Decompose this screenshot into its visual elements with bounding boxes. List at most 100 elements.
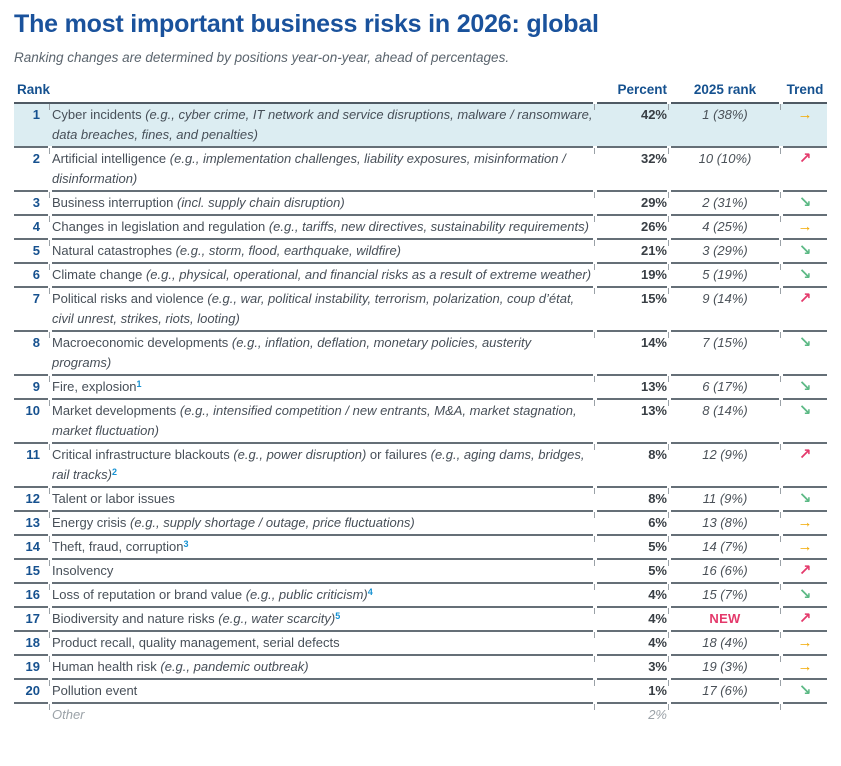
risk-name-text: Market developments	[52, 403, 180, 418]
table-row: 14 Theft, fraud, corruption3 5% 14 (7%) →	[14, 534, 827, 558]
prev-rank-cell: 6 (17%)	[668, 374, 779, 398]
table-row: 8 Macroeconomic developments (e.g., infla…	[14, 330, 827, 374]
up-right-arrow-icon: ↗	[798, 290, 812, 307]
report-figure: The most important business risks in 202…	[14, 10, 827, 726]
footnote-marker: 2	[111, 467, 117, 477]
footnote-marker: 4	[367, 587, 373, 597]
risk-detail-text: (e.g., implementation challenges, liabil…	[52, 151, 566, 186]
trend-cell: ↘	[780, 238, 827, 262]
down-right-arrow-icon: ↘	[798, 242, 812, 259]
prev-rank-cell: 8 (14%)	[668, 398, 779, 422]
risk-cell: Climate change (e.g., physical, operatio…	[49, 262, 593, 286]
rank-cell: 17	[14, 606, 48, 630]
risk-cell: Pollution event	[49, 678, 593, 702]
prev-rank-cell: 9 (14%)	[668, 286, 779, 310]
right-arrow-icon: →	[797, 218, 813, 235]
prev-rank-cell: 19 (3%)	[668, 654, 779, 678]
prev-rank-cell: 18 (4%)	[668, 630, 779, 654]
risk-name-text: Changes in legislation and regulation	[52, 219, 269, 234]
table-row: 19 Human health risk (e.g., pandemic outb…	[14, 654, 827, 678]
percent-cell: 15%	[594, 286, 667, 310]
rank-cell: 2	[14, 146, 48, 170]
risk-cell: Cyber incidents (e.g., cyber crime, IT n…	[49, 104, 593, 146]
right-arrow-icon: →	[797, 514, 813, 531]
risk-name-text: Theft, fraud, corruption	[52, 539, 184, 554]
table-header-row: Rank Percent 2025 rank Trend	[14, 80, 827, 104]
prev-rank-cell: 15 (7%)	[668, 582, 779, 606]
rank-cell: 18	[14, 630, 48, 654]
percent-cell: 5%	[594, 534, 667, 558]
percent-cell: 3%	[594, 654, 667, 678]
prev-rank-cell: 1 (38%)	[668, 104, 779, 126]
risk-name-text: Loss of reputation or brand value	[52, 587, 246, 602]
percent-cell: 42%	[594, 104, 667, 126]
risk-name-text: Pollution event	[52, 683, 138, 698]
trend-cell: →	[780, 104, 827, 126]
new-badge: NEW	[668, 606, 779, 630]
rank-cell: 10	[14, 398, 48, 422]
risk-name-text: Climate change	[52, 267, 146, 282]
rank-cell: 11	[14, 442, 48, 466]
percent-cell: 5%	[594, 558, 667, 582]
prev-rank-cell: 17 (6%)	[668, 678, 779, 702]
footnote-marker: 3	[183, 539, 189, 549]
table-row: 9 Fire, explosion1 13% 6 (17%) ↘	[14, 374, 827, 398]
risk-name-text: Other	[52, 707, 85, 722]
column-header-trend: Trend	[783, 80, 827, 104]
down-right-arrow-icon: ↘	[798, 334, 812, 351]
rank-cell: 20	[14, 678, 48, 702]
table-row: 11 Critical infrastructure blackouts (e.g…	[14, 442, 827, 486]
down-right-arrow-icon: ↘	[798, 490, 812, 507]
up-right-arrow-icon: ↗	[798, 610, 812, 627]
percent-cell: 1%	[594, 678, 667, 702]
risk-name-text: Fire, explosion	[52, 379, 137, 394]
percent-cell: 29%	[594, 190, 667, 214]
down-right-arrow-icon: ↘	[798, 682, 812, 699]
percent-cell: 4%	[594, 606, 667, 630]
risk-name-text: Artificial intelligence	[52, 151, 170, 166]
trend-cell: →	[780, 534, 827, 558]
table-row: 1 Cyber incidents (e.g., cyber crime, IT …	[14, 104, 827, 146]
rank-cell: 3	[14, 190, 48, 214]
risk-detail-text: (e.g., tariffs, new directives, sustaina…	[268, 219, 589, 234]
percent-cell: 2%	[594, 702, 667, 726]
rank-cell: 9	[14, 374, 48, 398]
prev-rank-cell: 14 (7%)	[668, 534, 779, 558]
percent-cell: 8%	[594, 486, 667, 510]
risk-table: Rank Percent 2025 rank Trend 1 Cyber inci…	[14, 80, 827, 726]
prev-rank-cell: 16 (6%)	[668, 558, 779, 582]
risk-detail-text: (e.g., public criticism)	[245, 587, 368, 602]
trend-cell: ↗	[780, 442, 827, 466]
risk-detail-text: (e.g., physical, operational, and financ…	[145, 267, 592, 282]
rank-cell: 19	[14, 654, 48, 678]
risk-detail-text: (e.g., water scarcity)	[218, 611, 336, 626]
trend-cell: →	[780, 214, 827, 238]
prev-rank-cell: 13 (8%)	[668, 510, 779, 534]
risk-cell: Critical infrastructure blackouts (e.g.,…	[49, 442, 593, 486]
prev-rank-cell: 10 (10%)	[668, 146, 779, 170]
column-header-percent: Percent	[597, 80, 667, 104]
percent-cell: 21%	[594, 238, 667, 262]
trend-cell	[780, 702, 827, 710]
down-right-arrow-icon: ↘	[798, 586, 812, 603]
percent-cell: 4%	[594, 582, 667, 606]
rank-cell: 6	[14, 262, 48, 286]
risk-name-text: Macroeconomic developments	[52, 335, 232, 350]
prev-rank-cell: 12 (9%)	[668, 442, 779, 466]
up-right-arrow-icon: ↗	[798, 562, 812, 579]
risk-cell: Biodiversity and nature risks (e.g., wat…	[49, 606, 593, 630]
prev-rank-cell	[668, 702, 779, 710]
trend-cell: ↘	[780, 678, 827, 702]
risk-detail-text: (incl. supply chain disruption)	[177, 195, 345, 210]
right-arrow-icon: →	[797, 658, 813, 675]
risk-detail-text: (e.g., power disruption)	[233, 447, 367, 462]
risk-cell: Insolvency	[49, 558, 593, 582]
table-row: 7 Political risks and violence (e.g., war…	[14, 286, 827, 330]
footnote-marker: 5	[335, 611, 341, 621]
percent-cell: 4%	[594, 630, 667, 654]
table-row: 20 Pollution event 1% 17 (6%) ↘	[14, 678, 827, 702]
up-right-arrow-icon: ↗	[798, 446, 812, 463]
trend-cell: ↘	[780, 330, 827, 354]
down-right-arrow-icon: ↘	[798, 378, 812, 395]
trend-cell: ↗	[780, 606, 827, 630]
